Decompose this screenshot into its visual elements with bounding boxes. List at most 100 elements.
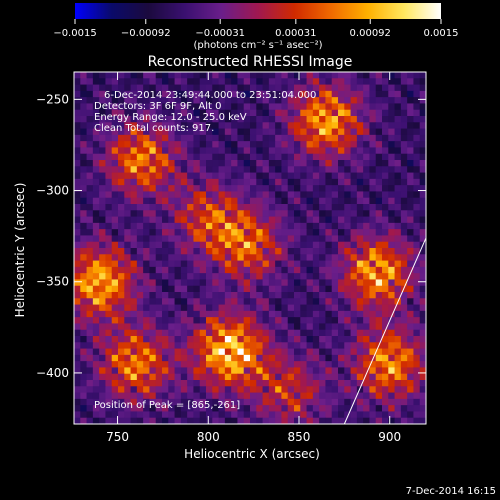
heatmap-cell: [237, 273, 245, 280]
heatmap-cell: [118, 292, 125, 299]
heatmap-cell: [388, 411, 395, 419]
heatmap-cell: [375, 222, 383, 230]
heatmap-cell: [218, 134, 226, 142]
heatmap-cell: [124, 310, 131, 318]
heatmap-cell: [155, 141, 163, 148]
heatmap-cell: [312, 285, 320, 293]
heatmap-cell: [224, 122, 232, 129]
heatmap-cell: [212, 235, 219, 243]
heatmap-cell: [294, 160, 301, 167]
heatmap-cell: [325, 128, 333, 136]
heatmap-cell: [162, 279, 169, 287]
heatmap-cell: [136, 116, 144, 123]
heatmap-cell: [99, 405, 106, 412]
heatmap-cell: [174, 103, 182, 111]
heatmap-cell: [394, 310, 402, 318]
heatmap-cell: [300, 241, 307, 249]
heatmap-cell: [130, 398, 138, 406]
heatmap-cell: [193, 310, 201, 318]
heatmap-cell: [180, 172, 188, 180]
heatmap-cell: [294, 298, 301, 305]
heatmap-cell: [224, 178, 232, 186]
heatmap-cell: [206, 185, 213, 192]
heatmap-cell: [143, 172, 150, 180]
heatmap-cell: [105, 380, 113, 387]
heatmap-cell: [350, 116, 358, 123]
heatmap-cell: [180, 128, 188, 136]
heatmap-cell: [118, 78, 125, 85]
heatmap-cell: [250, 266, 257, 274]
heatmap-cell: [413, 354, 421, 362]
heatmap-cell: [300, 166, 307, 173]
heatmap-cell: [331, 248, 339, 255]
heatmap-cell: [118, 172, 125, 180]
heatmap-cell: [369, 248, 377, 255]
heatmap-cell: [111, 273, 119, 280]
heatmap-cell: [256, 285, 263, 293]
heatmap-cell: [124, 229, 131, 236]
heatmap-cell: [80, 90, 87, 98]
heatmap-cell: [375, 417, 383, 424]
heatmap-cell: [382, 292, 389, 299]
heatmap-cell: [275, 78, 282, 85]
heatmap-cell: [243, 354, 251, 362]
heatmap-cell: [168, 323, 175, 331]
heatmap-cell: [224, 191, 232, 199]
heatmap-cell: [143, 310, 150, 318]
heatmap-cell: [294, 285, 301, 293]
heatmap-cell: [338, 323, 345, 331]
heatmap-cell: [312, 348, 320, 356]
heatmap-cell: [294, 178, 301, 186]
heatmap-cell: [382, 90, 389, 98]
heatmap-cell: [287, 354, 295, 362]
heatmap-cell: [124, 172, 131, 180]
heatmap-cell: [243, 109, 251, 117]
heatmap-cell: [74, 273, 81, 280]
heatmap-cell: [80, 336, 87, 343]
heatmap-cell: [92, 273, 100, 280]
heatmap-cell: [218, 222, 226, 230]
heatmap-cell: [124, 116, 131, 123]
heatmap-cell: [99, 235, 106, 243]
heatmap-cell: [262, 361, 270, 368]
heatmap-cell: [312, 279, 320, 287]
heatmap-cell: [382, 122, 389, 129]
heatmap-cell: [111, 386, 119, 393]
heatmap-cell: [382, 103, 389, 111]
heatmap-cell: [375, 411, 383, 419]
heatmap-cell: [350, 266, 358, 274]
heatmap-cell: [111, 128, 119, 136]
heatmap-cell: [350, 298, 358, 305]
heatmap-cell: [281, 134, 289, 142]
heatmap-cell: [143, 185, 150, 192]
heatmap-cell: [237, 373, 245, 381]
heatmap-cell: [300, 367, 307, 375]
heatmap-cell: [306, 134, 314, 142]
heatmap-cell: [369, 329, 377, 337]
heatmap-cell: [86, 310, 94, 318]
heatmap-cell: [369, 72, 377, 79]
heatmap-cell: [136, 197, 144, 205]
heatmap-cell: [394, 273, 402, 280]
heatmap-cell: [149, 329, 157, 337]
heatmap-cell: [356, 417, 364, 424]
heatmap-cell: [187, 373, 194, 381]
heatmap-cell: [86, 241, 94, 249]
heatmap-cell: [206, 392, 213, 400]
heatmap-cell: [174, 78, 182, 85]
heatmap-cell: [124, 273, 131, 280]
heatmap-cell: [118, 348, 125, 356]
heatmap-cell: [231, 266, 238, 274]
heatmap-cell: [231, 336, 238, 343]
heatmap-cell: [218, 147, 226, 155]
heatmap-cell: [319, 323, 326, 331]
heatmap-cell: [130, 90, 138, 98]
heatmap-cell: [287, 185, 295, 192]
heatmap-cell: [407, 398, 414, 406]
heatmap-cell: [111, 78, 119, 85]
heatmap-cell: [237, 342, 245, 349]
heatmap-cell: [250, 298, 257, 305]
heatmap-cell: [218, 116, 226, 123]
heatmap-cell: [268, 323, 276, 331]
heatmap-cell: [250, 197, 257, 205]
